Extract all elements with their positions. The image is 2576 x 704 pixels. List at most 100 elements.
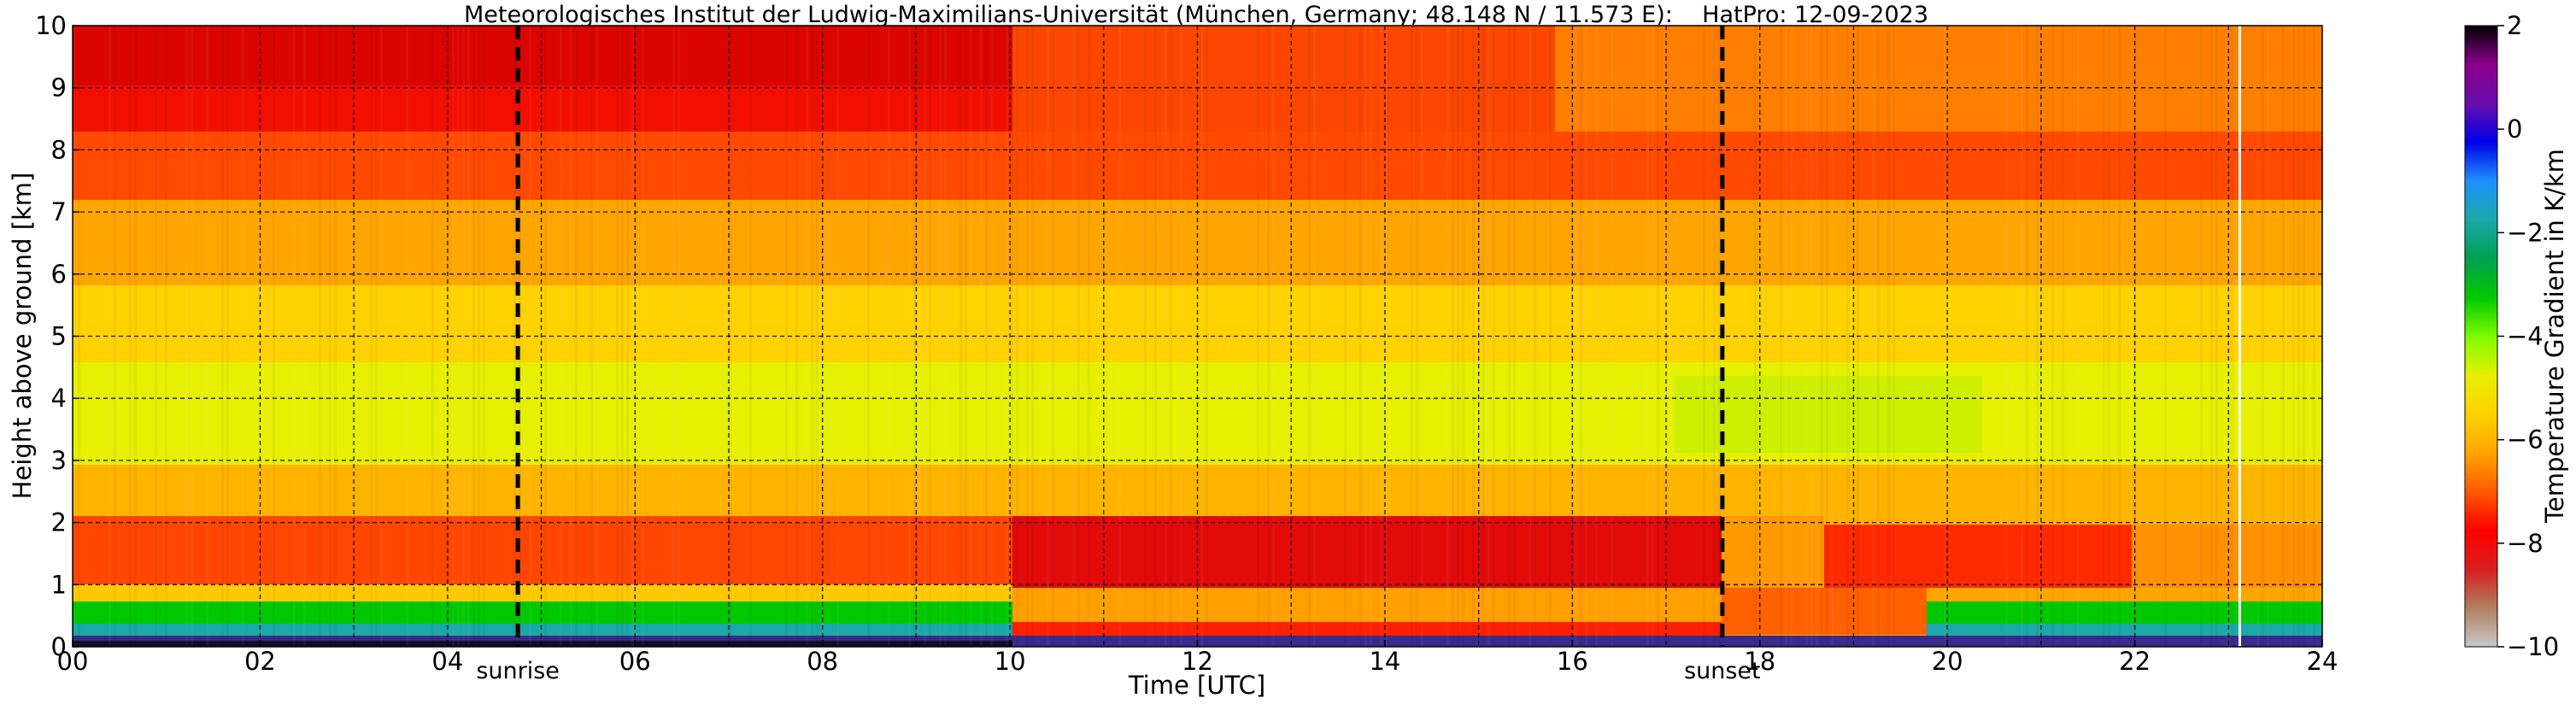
heat-layer bbox=[73, 584, 1012, 601]
colorbar-ticks: 2 0 −2 −4 −6 −8 −10 bbox=[2497, 11, 2559, 661]
texture-stripe bbox=[2262, 26, 2264, 647]
x-tick-label: 04 bbox=[431, 647, 463, 676]
texture-stripe bbox=[1016, 26, 1018, 647]
texture-stripe bbox=[1308, 26, 1311, 647]
texture-stripe bbox=[970, 26, 972, 647]
heat-layer bbox=[1927, 624, 2322, 636]
y-tick-label: 9 bbox=[51, 73, 67, 103]
texture-stripe bbox=[924, 26, 926, 647]
texture-stripe bbox=[2200, 26, 2203, 647]
texture-stripe bbox=[1416, 26, 1418, 647]
texture-stripe bbox=[155, 26, 157, 647]
colorbar-tick-label: −2 bbox=[2507, 218, 2544, 247]
colorbar: 2 0 −2 −4 −6 −8 −10 Temperature Gradient in K/… bbox=[2464, 11, 2569, 661]
texture-stripe bbox=[1077, 26, 1080, 647]
texture-stripe bbox=[1154, 26, 1157, 647]
y-tick-label: 2 bbox=[51, 508, 67, 537]
texture-stripe bbox=[1493, 26, 1495, 647]
x-tick-label: 06 bbox=[619, 647, 651, 676]
x-tick-label: 10 bbox=[995, 647, 1026, 676]
x-ticks: 00 02 04 06 08 10 12 14 16 18 20 22 24 bbox=[57, 640, 2338, 676]
texture-stripe bbox=[785, 26, 788, 647]
x-tick-label: 20 bbox=[1932, 647, 1963, 676]
texture-stripe bbox=[616, 26, 619, 647]
y-tick-label: 3 bbox=[51, 446, 67, 475]
x-tick-label: 00 bbox=[57, 647, 89, 676]
texture-stripe bbox=[2108, 26, 2110, 647]
colorbar-tick-label: 2 bbox=[2507, 11, 2522, 40]
x-tick-label: 02 bbox=[244, 647, 276, 676]
texture-stripe bbox=[293, 26, 296, 647]
heat-layer bbox=[1012, 516, 1722, 588]
texture-stripe bbox=[2231, 26, 2233, 647]
texture-stripe bbox=[1754, 26, 1757, 647]
texture-stripe bbox=[1846, 26, 1849, 647]
texture-stripe bbox=[431, 26, 434, 647]
heat-layer bbox=[2239, 26, 2241, 647]
texture-stripe bbox=[1385, 26, 1388, 647]
texture-stripe bbox=[908, 26, 911, 647]
texture-stripe bbox=[2292, 26, 2295, 647]
grid bbox=[73, 26, 2322, 647]
heat-layer bbox=[2132, 525, 2322, 588]
heat-layer bbox=[73, 624, 1012, 637]
colorbar-tick-label: −8 bbox=[2507, 529, 2544, 558]
y-ticks: 0 1 2 3 4 5 6 7 8 9 10 bbox=[35, 11, 79, 661]
x-tick-label: 12 bbox=[1182, 647, 1213, 676]
texture-stripe bbox=[1200, 26, 1203, 647]
event-lines: sunrise sunset bbox=[476, 26, 1761, 684]
texture-stripe bbox=[2077, 26, 2080, 647]
heat-layer bbox=[1722, 588, 1927, 635]
texture-stripe bbox=[816, 26, 819, 647]
texture-stripe bbox=[1446, 26, 1449, 647]
heat-layer bbox=[73, 516, 1012, 584]
texture-stripe bbox=[1831, 26, 1834, 647]
event-label: sunset bbox=[1684, 658, 1761, 684]
texture-stripe bbox=[1047, 26, 1049, 647]
x-tick-label: 14 bbox=[1369, 647, 1400, 676]
heat-layer bbox=[1722, 516, 1824, 588]
texture-stripe bbox=[2215, 26, 2218, 647]
texture-stripe bbox=[1816, 26, 1818, 647]
heat-layer bbox=[73, 26, 1012, 85]
heat-layer bbox=[1824, 525, 2132, 588]
y-tick-label: 0 bbox=[51, 632, 67, 661]
texture-stripe bbox=[678, 26, 680, 647]
texture-stripe bbox=[1170, 26, 1172, 647]
heat-layer bbox=[73, 641, 1012, 647]
texture-stripe bbox=[1462, 26, 1464, 647]
texture-stripe bbox=[1031, 26, 1034, 647]
x-tick-label: 22 bbox=[2119, 647, 2151, 676]
texture-stripe bbox=[462, 26, 465, 647]
heat-layer bbox=[1012, 622, 1722, 637]
texture-stripe bbox=[939, 26, 942, 647]
texture-stripe bbox=[109, 26, 111, 647]
texture-stripe bbox=[631, 26, 634, 647]
colorbar-tick-label: −10 bbox=[2507, 632, 2559, 661]
chart-title: Meteorologisches Institut der Ludwig-Max… bbox=[464, 2, 1928, 28]
texture-stripe bbox=[370, 26, 373, 647]
texture-stripe bbox=[478, 26, 480, 647]
texture-stripe bbox=[1508, 26, 1511, 647]
texture-stripe bbox=[185, 26, 188, 647]
colorbar-label: Temperature Gradient in K/km bbox=[2540, 149, 2569, 524]
x-tick-label: 24 bbox=[2307, 647, 2338, 676]
y-axis-label: Height above ground [km] bbox=[8, 173, 37, 500]
texture-stripe bbox=[570, 26, 572, 647]
colorbar-bar bbox=[2464, 25, 2498, 648]
heat-layer bbox=[1555, 26, 2322, 132]
x-axis-label: Time [UTC] bbox=[1128, 671, 1265, 700]
texture-stripe bbox=[447, 26, 449, 647]
y-tick-label: 10 bbox=[35, 11, 67, 40]
x-tick-label: 08 bbox=[807, 647, 838, 676]
texture-stripe bbox=[985, 26, 988, 647]
texture-stripe bbox=[1585, 26, 1587, 647]
y-tick-label: 8 bbox=[51, 135, 67, 164]
texture-stripe bbox=[1892, 26, 1895, 647]
colorbar-tick-label: 0 bbox=[2507, 114, 2522, 144]
x-tick-label: 16 bbox=[1557, 647, 1588, 676]
texture-stripe bbox=[1785, 26, 1787, 647]
texture-stripe bbox=[1646, 26, 1649, 647]
x-tick-label: 18 bbox=[1744, 647, 1775, 676]
